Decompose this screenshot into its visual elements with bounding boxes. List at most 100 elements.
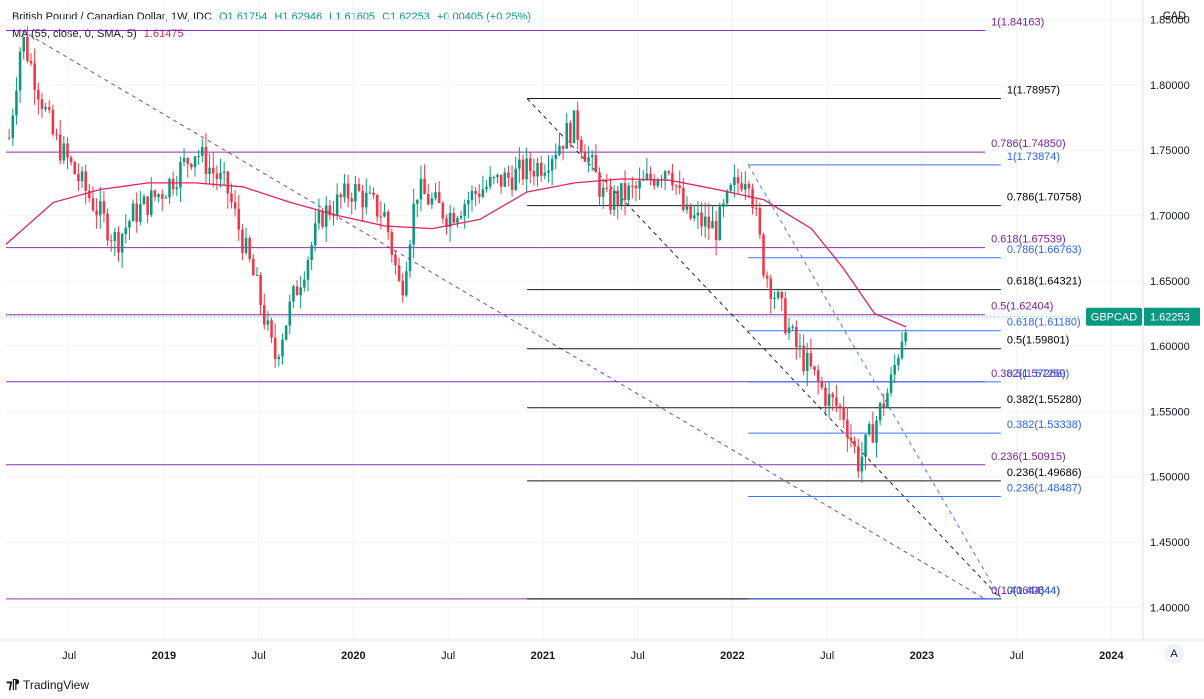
candle	[682, 178, 685, 213]
candle-body	[773, 297, 776, 299]
price-tag-value-bg	[1144, 307, 1200, 326]
candle	[696, 201, 700, 230]
x-tick-label: Jul	[441, 650, 455, 662]
candle-body	[292, 286, 295, 302]
candle-body	[397, 265, 401, 281]
candle	[795, 320, 798, 360]
moving-average	[5, 178, 907, 328]
candle-body	[689, 204, 692, 219]
candle-body	[18, 51, 22, 91]
candle	[259, 272, 262, 316]
candle-body	[452, 212, 456, 223]
candle	[620, 183, 623, 210]
auto-scale-button[interactable]: A	[1164, 644, 1184, 664]
candle-body	[605, 187, 609, 189]
candle	[576, 101, 579, 150]
candle	[456, 215, 459, 228]
candle	[623, 170, 627, 216]
candle	[711, 205, 714, 229]
candle-body	[554, 154, 558, 160]
candle-body	[488, 177, 492, 187]
candle	[773, 291, 776, 310]
candle	[204, 132, 208, 185]
candle	[601, 178, 605, 209]
candle	[248, 235, 251, 263]
y-tick-label: 1.50000	[1150, 472, 1190, 484]
candle-body	[871, 424, 875, 443]
candle-body	[682, 188, 685, 210]
candle-body	[437, 192, 441, 203]
candle-body	[776, 291, 780, 298]
candle-body	[503, 172, 507, 187]
candle-body	[867, 424, 871, 435]
candle	[667, 170, 671, 176]
candle-body	[69, 157, 73, 163]
candle	[554, 143, 558, 169]
candle-body	[827, 393, 831, 406]
candle	[335, 183, 339, 220]
y-tick-label: 1.40000	[1150, 602, 1190, 614]
candle	[445, 214, 448, 235]
candle	[62, 136, 66, 165]
candle	[849, 424, 853, 448]
candle-body	[160, 194, 164, 199]
candle	[55, 128, 58, 141]
candle	[893, 354, 896, 383]
candle-body	[324, 205, 328, 227]
candle-body	[426, 194, 430, 205]
candle	[477, 184, 481, 204]
candle-body	[663, 171, 667, 180]
candle	[168, 177, 171, 204]
x-tick-label: Jul	[631, 650, 645, 662]
candle	[754, 199, 758, 217]
candle	[598, 167, 601, 205]
candle-body	[532, 170, 536, 177]
x-tick-label: Jul	[252, 650, 266, 662]
candle-body	[492, 177, 496, 179]
y-tick-label: 1.85000	[1150, 15, 1190, 27]
x-tick-label: 2021	[531, 650, 555, 662]
candle-body	[22, 37, 26, 52]
candle	[441, 200, 445, 224]
candle-body	[718, 206, 722, 240]
candle	[827, 381, 831, 418]
candle	[521, 154, 525, 186]
candle	[160, 189, 164, 211]
candle	[492, 175, 496, 185]
candle	[375, 194, 379, 222]
candle	[569, 120, 572, 148]
candle-body	[157, 194, 160, 197]
candle	[277, 354, 281, 367]
candle-body	[765, 275, 769, 279]
brand-label: TradingView	[22, 678, 89, 692]
candle-body	[248, 237, 251, 260]
fib-level-label: 0.5(1.57259)	[1007, 368, 1069, 380]
candle-body	[496, 174, 499, 178]
candle	[175, 175, 179, 197]
candle-body	[875, 420, 878, 443]
fib-level-label: 0(1.40644)	[1007, 585, 1060, 597]
candle-body	[623, 183, 627, 200]
candle-body	[365, 192, 368, 208]
candle-body	[580, 139, 583, 152]
fib-level-label: 0.786(1.66763)	[1007, 244, 1082, 256]
candle-body	[474, 190, 477, 194]
candle	[397, 257, 401, 283]
candle	[587, 146, 590, 173]
candle-body	[328, 205, 332, 216]
candle	[791, 324, 794, 331]
candle-body	[835, 397, 838, 406]
fib-trend-line	[526, 98, 1002, 600]
candle	[787, 317, 791, 340]
candle	[281, 333, 284, 365]
fibonacci-retracements[interactable]: 1(1.84163)0.786(1.74850)0.618(1.67539)0.…	[6, 17, 1082, 600]
tradingview-logo[interactable]: ⁊⁋ TradingView	[6, 677, 89, 693]
candle-body	[864, 434, 867, 457]
candle	[292, 284, 295, 308]
candle	[91, 186, 95, 213]
candle-body	[33, 63, 36, 90]
y-tick-label: 1.80000	[1150, 80, 1190, 92]
candle	[233, 190, 237, 217]
candle-body	[649, 173, 652, 180]
